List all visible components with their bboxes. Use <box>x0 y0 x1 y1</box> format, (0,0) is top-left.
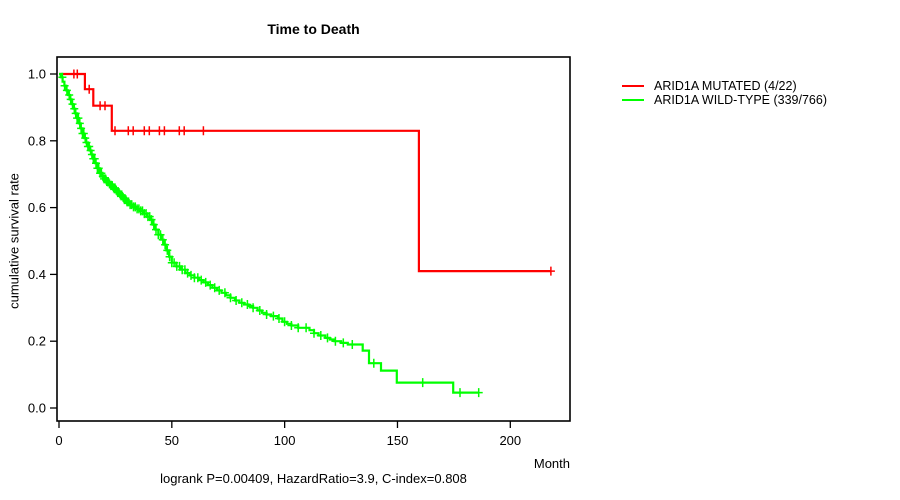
y-tick-label: 0.2 <box>28 334 46 349</box>
x-tick-label: 50 <box>165 433 179 448</box>
legend-item-mutated: ARID1A MUTATED (4/22) <box>622 79 827 93</box>
legend-line-swatch-red <box>622 85 644 87</box>
x-axis-label: Month <box>533 456 570 471</box>
y-tick-label: 0.8 <box>28 133 46 148</box>
x-tick-label: 200 <box>499 433 521 448</box>
legend-label: ARID1A WILD-TYPE (339/766) <box>654 93 827 107</box>
censor-marks-arid1a-wild-type <box>58 72 483 398</box>
x-tick-label: 100 <box>274 433 296 448</box>
x-tick-label: 150 <box>387 433 409 448</box>
y-tick-label: 0.4 <box>28 267 46 282</box>
censor-marks-arid1a-mutated <box>69 69 555 276</box>
y-tick-label: 0.6 <box>28 200 46 215</box>
legend: ARID1A MUTATED (4/22) ARID1A WILD-TYPE (… <box>622 79 827 107</box>
km-curve-arid1a-wild-type <box>59 72 479 394</box>
y-tick-label: 0.0 <box>28 401 46 416</box>
chart-title: Time to Death <box>267 21 360 37</box>
plot-box <box>56 56 571 422</box>
km-curve-arid1a-mutated <box>59 72 551 273</box>
y-axis-label: cumulative survival rate <box>6 173 22 309</box>
x-tick-label: 0 <box>55 433 62 448</box>
legend-label: ARID1A MUTATED (4/22) <box>654 79 797 93</box>
legend-item-wild-type: ARID1A WILD-TYPE (339/766) <box>622 93 827 107</box>
legend-line-swatch-green <box>622 99 644 101</box>
y-tick-label: 1.0 <box>28 67 46 82</box>
stats-annotation: logrank P=0.00409, HazardRatio=3.9, C-in… <box>160 471 467 486</box>
